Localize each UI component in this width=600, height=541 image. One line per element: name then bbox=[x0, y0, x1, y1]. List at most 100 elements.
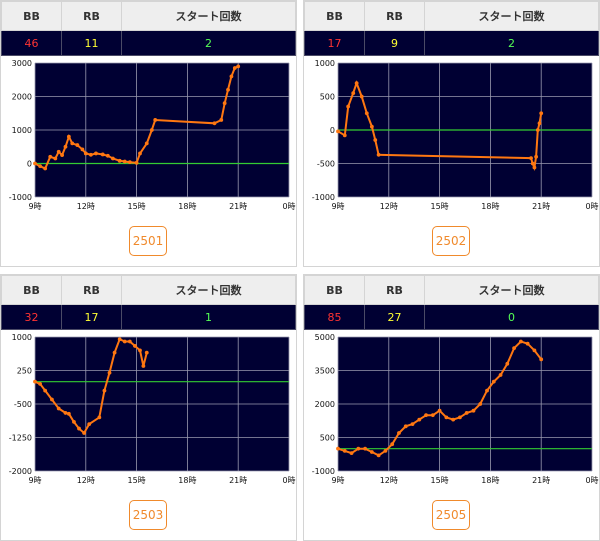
data-point bbox=[458, 415, 462, 420]
data-point bbox=[38, 164, 42, 169]
x-tick-label: 0時 bbox=[585, 476, 598, 485]
rb-header: RB bbox=[364, 1, 425, 31]
x-tick-label: 21時 bbox=[532, 476, 550, 485]
y-tick-label: 3000 bbox=[12, 59, 32, 68]
data-point bbox=[97, 415, 102, 420]
data-point bbox=[144, 350, 149, 355]
starts-count: 2 bbox=[121, 30, 296, 56]
data-point bbox=[356, 446, 361, 451]
data-point bbox=[72, 419, 76, 424]
data-point bbox=[38, 382, 42, 386]
data-point bbox=[349, 451, 354, 456]
y-tick-label: -1000 bbox=[312, 193, 335, 202]
data-point bbox=[232, 66, 237, 70]
data-point bbox=[88, 152, 93, 157]
data-point bbox=[219, 118, 224, 122]
data-point bbox=[144, 141, 149, 146]
data-point bbox=[383, 449, 388, 453]
data-point bbox=[127, 339, 132, 344]
starts-header: スタート回数 bbox=[424, 1, 599, 31]
data-point bbox=[112, 350, 117, 355]
data-point bbox=[444, 415, 449, 420]
stats-table: BB RB スタート回数 32 17 1 bbox=[1, 275, 296, 330]
data-point bbox=[518, 339, 523, 344]
x-tick-label: 0時 bbox=[585, 202, 598, 211]
bb-header: BB bbox=[1, 275, 62, 305]
data-point bbox=[342, 449, 347, 453]
data-point bbox=[82, 431, 87, 435]
data-point bbox=[532, 348, 537, 353]
rb-count: 9 bbox=[364, 30, 425, 56]
bb-header: BB bbox=[1, 1, 62, 31]
x-tick-label: 15時 bbox=[431, 202, 449, 211]
data-point bbox=[50, 397, 54, 402]
data-point bbox=[53, 156, 58, 161]
machine-number-button[interactable]: 2503 bbox=[129, 500, 167, 530]
y-tick-label: -1000 bbox=[9, 193, 32, 202]
data-point bbox=[70, 141, 75, 146]
machine-number-button[interactable]: 2501 bbox=[129, 226, 167, 256]
y-tick-label: 3500 bbox=[315, 367, 335, 376]
data-point bbox=[369, 450, 374, 454]
y-tick-label: -500 bbox=[14, 400, 32, 409]
machine-panel-0: BB RB スタート回数 46 11 2 3000 2000 1000 0 -1000 9時 12時 15… bbox=[0, 0, 297, 267]
data-point bbox=[539, 111, 544, 116]
machine-panel-3: BB RB スタート回数 85 27 0 5000 3500 2000 500 -1000 9時 12時… bbox=[303, 274, 600, 541]
data-point bbox=[532, 165, 537, 170]
x-tick-label: 9時 bbox=[28, 476, 41, 485]
machine-number-button[interactable]: 2502 bbox=[432, 226, 470, 256]
data-point bbox=[122, 339, 127, 344]
x-tick-label: 21時 bbox=[532, 202, 550, 211]
bb-count: 32 bbox=[1, 304, 62, 330]
data-point bbox=[354, 81, 359, 85]
data-point bbox=[33, 161, 37, 166]
x-tick-label: 9時 bbox=[331, 476, 344, 485]
data-point bbox=[63, 144, 68, 149]
data-point bbox=[397, 431, 401, 435]
y-tick-label: 5000 bbox=[315, 333, 335, 342]
data-point bbox=[43, 166, 48, 171]
x-tick-label: 15時 bbox=[431, 476, 449, 485]
data-point bbox=[236, 64, 241, 69]
data-point bbox=[229, 74, 234, 79]
y-tick-label: -2000 bbox=[9, 467, 32, 476]
x-tick-label: 15時 bbox=[128, 476, 146, 485]
data-point bbox=[364, 111, 369, 116]
machine-number-button[interactable]: 2505 bbox=[432, 500, 470, 530]
data-point bbox=[505, 361, 510, 366]
data-point bbox=[56, 406, 61, 411]
data-point bbox=[226, 87, 230, 92]
data-point bbox=[94, 151, 98, 156]
data-point bbox=[539, 357, 544, 362]
data-point bbox=[87, 422, 92, 426]
x-tick-label: 18時 bbox=[481, 476, 499, 485]
data-point bbox=[491, 379, 496, 384]
data-point bbox=[512, 346, 517, 351]
x-tick-label: 12時 bbox=[77, 476, 95, 485]
data-point bbox=[60, 153, 64, 158]
data-point bbox=[80, 147, 85, 152]
data-point bbox=[110, 156, 115, 161]
bb-header: BB bbox=[304, 275, 365, 305]
data-point bbox=[342, 133, 347, 138]
rb-header: RB bbox=[61, 275, 122, 305]
stats-table: BB RB スタート回数 46 11 2 bbox=[1, 1, 296, 56]
starts-count: 1 bbox=[121, 304, 296, 330]
data-point bbox=[534, 154, 539, 159]
starts-header: スタート回数 bbox=[424, 275, 599, 305]
data-point bbox=[127, 160, 132, 165]
data-point bbox=[529, 156, 533, 161]
x-tick-label: 15時 bbox=[128, 202, 146, 211]
data-point bbox=[471, 408, 476, 413]
data-point bbox=[75, 143, 80, 147]
data-point bbox=[48, 154, 53, 159]
data-point bbox=[410, 422, 415, 426]
bb-header: BB bbox=[304, 1, 365, 31]
x-tick-label: 18時 bbox=[178, 476, 196, 485]
data-point bbox=[430, 413, 435, 418]
data-point bbox=[141, 364, 146, 368]
stats-table: BB RB スタート回数 85 27 0 bbox=[304, 275, 599, 330]
